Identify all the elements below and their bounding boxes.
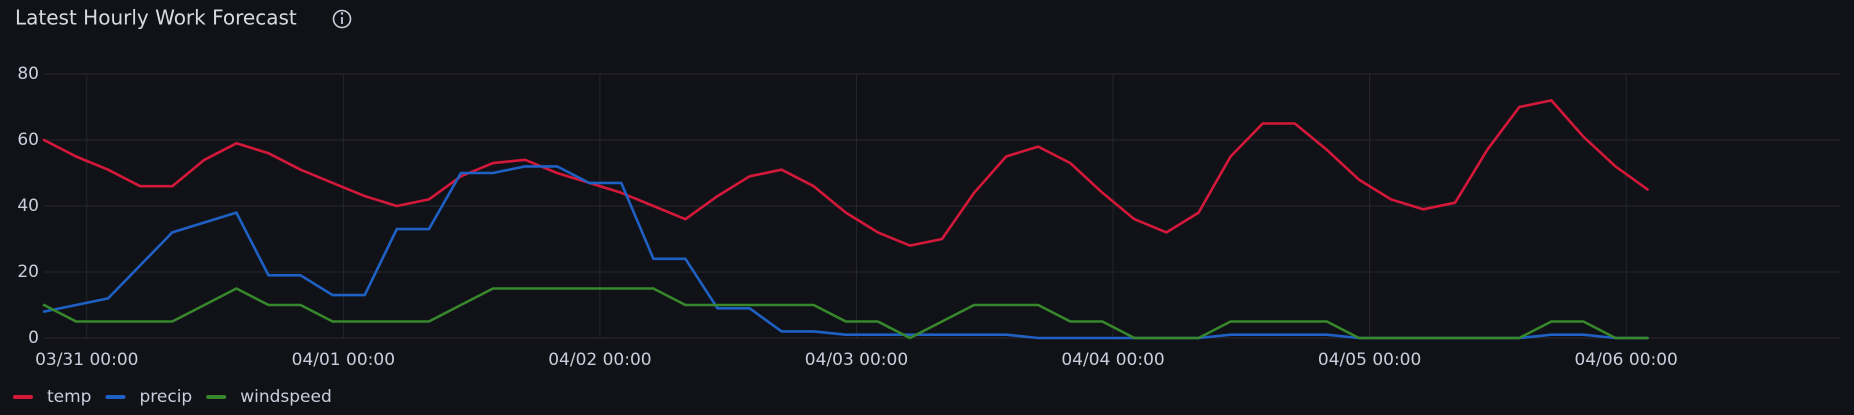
legend-label: precip	[139, 387, 192, 407]
info-icon[interactable]	[332, 9, 352, 29]
x-tick-label: 03/31 00:00	[35, 350, 138, 370]
x-tick-label: 04/01 00:00	[292, 350, 395, 370]
legend-item[interactable]: windspeed	[206, 387, 332, 407]
legend-label: temp	[47, 387, 91, 407]
x-tick-label: 04/05 00:00	[1318, 350, 1421, 370]
legend-label: windspeed	[240, 387, 332, 407]
chart-title: Latest Hourly Work Forecast	[15, 6, 297, 30]
legend-item[interactable]: temp	[13, 387, 91, 407]
x-tick-label: 04/06 00:00	[1574, 350, 1677, 370]
series-line	[42, 99, 1649, 247]
y-tick-label: 20	[17, 262, 39, 282]
series-line	[42, 165, 1649, 340]
y-tick-label: 0	[28, 328, 39, 348]
y-tick-label: 80	[17, 64, 39, 84]
x-tick-label: 04/03 00:00	[805, 350, 908, 370]
info-dot	[340, 12, 344, 15]
info-circle	[332, 9, 352, 29]
series-line	[42, 287, 1649, 340]
x-tick-label: 04/04 00:00	[1061, 350, 1164, 370]
x-tick-label: 04/02 00:00	[548, 350, 651, 370]
legend-item[interactable]: precip	[105, 387, 192, 407]
y-tick-label: 40	[17, 196, 39, 216]
y-tick-label: 60	[17, 130, 39, 150]
